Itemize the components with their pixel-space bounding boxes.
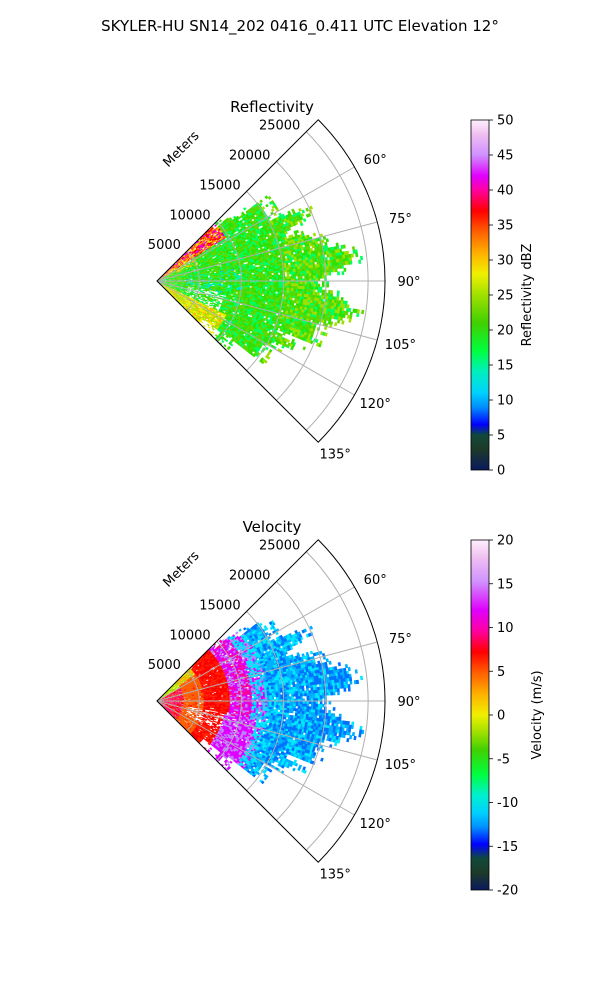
velocity-field (158, 620, 365, 785)
sector-border (156, 539, 386, 863)
radar-gate-cells (159, 196, 365, 365)
colorbar-tick-label: 5 (497, 665, 505, 680)
colorbar-tick-label: 35 (497, 219, 514, 234)
colorbar-tick-label: 0 (497, 709, 505, 724)
azimuth-gridline (156, 280, 355, 396)
radar-gate-cells (158, 649, 231, 746)
azimuth-tick-label: 120° (360, 817, 391, 832)
velocity-colorbar-ticks: -20 -15 -10 -5 0 5 10 15 20 (489, 534, 518, 899)
reflectivity-range-label: Meters (161, 128, 203, 170)
range-tick-label: 20000 (229, 569, 270, 584)
colorbar-tick-label: 0 (497, 464, 505, 479)
radar-gate-cells (158, 205, 360, 364)
range-tick-label: 20000 (229, 149, 270, 164)
radar-gate-cells (175, 674, 204, 734)
colorbar-tick-label: 45 (497, 149, 514, 164)
colorbar-tick-label: 10 (497, 621, 514, 636)
azimuth-tick-label: 120° (360, 397, 391, 412)
reflectivity-title: Reflectivity (230, 98, 314, 116)
radar-gate-cells (159, 201, 363, 357)
colorbar-tick-label: 25 (497, 289, 514, 304)
colorbar-tick-label: -15 (497, 840, 518, 855)
reflectivity-range-ticks: 5000 10000 15000 20000 25000 (148, 119, 300, 253)
azimuth-gridline (156, 700, 355, 816)
radar-gate-cells (159, 669, 194, 700)
azimuth-tick-label: 105° (385, 338, 416, 353)
range-tick-label: 15000 (199, 598, 240, 613)
reflectivity-field (158, 195, 365, 365)
radar-gate-cells (158, 650, 231, 750)
colorbar-tick-label: 20 (497, 534, 514, 549)
velocity-range-label: Meters (161, 548, 203, 590)
figure-title: SKYLER-HU SN14_202 0416_0.411 UTC Elevat… (101, 17, 499, 36)
azimuth-gridline (156, 166, 355, 282)
colorbar-tick-label: -20 (497, 884, 518, 899)
azimuth-tick-label: 135° (320, 868, 351, 883)
velocity-colorbar (470, 539, 490, 891)
range-tick-label: 25000 (259, 539, 300, 554)
velocity-panel: Velocity 5000 10000 15000 20000 25000 60° 75°… (148, 518, 545, 899)
range-tick-label: 10000 (169, 628, 210, 643)
sector-border (156, 119, 386, 443)
azimuth-gridline (156, 641, 378, 702)
range-tick-label: 10000 (169, 208, 210, 223)
colorbar-tick-label: 30 (497, 254, 514, 269)
reflectivity-colorbar-label: Reflectivity dBZ (520, 244, 535, 347)
range-tick-label: 5000 (148, 238, 181, 253)
range-tick-label: 5000 (148, 658, 181, 673)
azimuth-tick-label: 90° (397, 275, 420, 290)
azimuth-tick-label: 75° (389, 212, 412, 227)
azimuth-tick-label: 105° (385, 758, 416, 773)
colorbar-tick-label: -5 (497, 752, 510, 767)
velocity-azimuth-ticks: 60° 75° 90° 105° 120° 135° (320, 573, 421, 883)
colorbar-tick-label: 15 (497, 359, 514, 374)
velocity-colorbar-label: Velocity (m/s) (530, 670, 545, 759)
radar-gate-cells (176, 668, 195, 685)
azimuth-gridline (156, 221, 378, 282)
colorbar-tick-label: -10 (497, 796, 518, 811)
colorbar-tick-label: 20 (497, 324, 514, 339)
azimuth-tick-label: 60° (364, 573, 387, 588)
range-tick-label: 15000 (199, 178, 240, 193)
reflectivity-panel: Reflectivity 5000 10000 15000 20000 25000 60… (148, 98, 535, 479)
colorbar-tick-label: 50 (497, 114, 514, 129)
colorbar-tick-label: 15 (497, 577, 514, 592)
reflectivity-azimuth-ticks: 60° 75° 90° 105° 120° 135° (320, 153, 421, 463)
azimuth-gridline (156, 700, 378, 761)
radar-gate-cells (243, 621, 363, 785)
azimuth-gridline (156, 586, 355, 702)
azimuth-gridline (156, 280, 378, 341)
velocity-grid (156, 539, 386, 863)
colorbar-tick-label: 10 (497, 394, 514, 409)
radar-gate-cells (158, 226, 227, 280)
velocity-title: Velocity (243, 518, 302, 536)
azimuth-tick-label: 60° (364, 153, 387, 168)
reflectivity-colorbar-ticks: 0 5 10 15 20 25 30 35 40 45 50 (489, 114, 514, 479)
reflectivity-colorbar (470, 119, 490, 471)
velocity-range-ticks: 5000 10000 15000 20000 25000 (148, 539, 300, 673)
radar-gate-cells (158, 226, 224, 328)
colorbar-tick-label: 40 (497, 184, 514, 199)
azimuth-tick-label: 75° (389, 632, 412, 647)
range-tick-label: 25000 (259, 119, 300, 134)
radar-gate-cells (158, 667, 196, 700)
reflectivity-grid (156, 119, 386, 443)
azimuth-tick-label: 135° (320, 448, 351, 463)
radar-gate-cells (160, 229, 225, 278)
colorbar-tick-label: 5 (497, 429, 505, 444)
azimuth-tick-label: 90° (397, 695, 420, 710)
